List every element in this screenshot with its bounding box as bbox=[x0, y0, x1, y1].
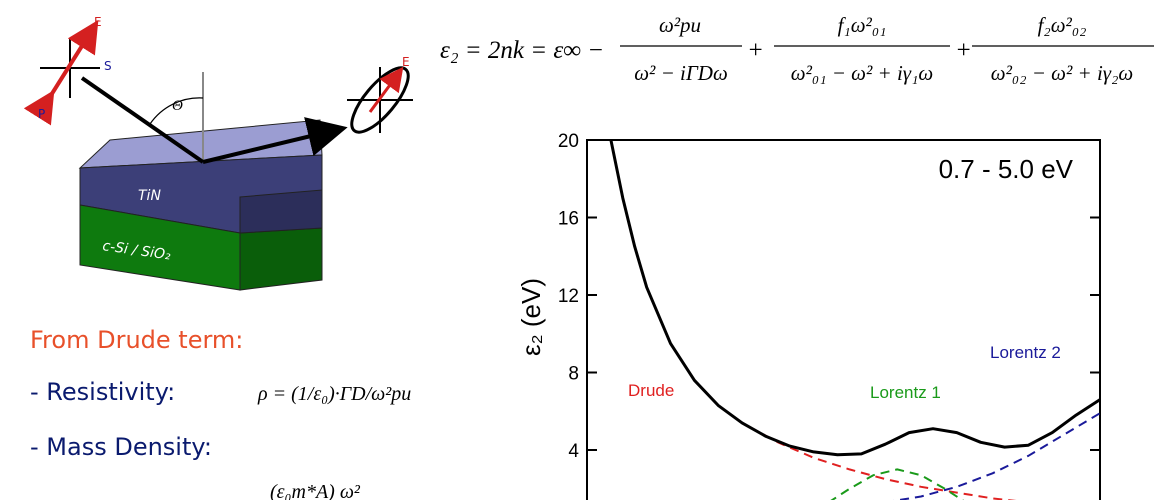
lorentz2-numerator: f₂ω²₀₂ bbox=[1038, 13, 1087, 37]
reflected-beam bbox=[202, 117, 348, 164]
mass-density-label: - Mass Density: bbox=[30, 433, 212, 461]
epsilon2-chart: ε₂ (eV) 4 8 12 16 20 0.7 - 5.0 eV Drude Lore… bbox=[516, 131, 1101, 500]
drude-numerator: ω²pu bbox=[659, 13, 701, 37]
p-label: P bbox=[38, 107, 45, 121]
series-line-drude bbox=[609, 140, 1017, 500]
lorentz2-series-label: Lorentz 2 bbox=[990, 343, 1061, 362]
si-layer-side bbox=[239, 227, 323, 291]
lorentz1-series-label: Lorentz 1 bbox=[870, 383, 941, 402]
y-tick-label: 16 bbox=[558, 209, 579, 230]
tin-label: TiN bbox=[138, 188, 161, 204]
resistivity-label: - Resistivity: bbox=[30, 378, 175, 406]
y-tick-label: 8 bbox=[568, 364, 579, 385]
plus-sign-1: + bbox=[747, 37, 764, 64]
plot-frame bbox=[586, 139, 1101, 500]
y-axis-ticks: 4 8 12 16 20 bbox=[558, 131, 1100, 462]
incident-e-label: E bbox=[94, 15, 102, 29]
lorentz1-denominator: ω²₀₁ − ω² + iγ₁ω bbox=[791, 61, 933, 85]
lorentz2-denominator: ω²₀₂ − ω² + iγ₂ω bbox=[991, 61, 1133, 85]
energy-range-annotation: 0.7 - 5.0 eV bbox=[939, 154, 1074, 184]
plus-sign-2: + bbox=[955, 37, 972, 64]
drude-denominator: ω² − iΓDω bbox=[634, 61, 728, 85]
s-label: S bbox=[104, 59, 112, 73]
polarization-ellipse bbox=[350, 66, 410, 134]
series-line-lorentz-2 bbox=[893, 412, 1100, 500]
lorentz1-numerator: f₁ω²₀₁ bbox=[838, 13, 887, 37]
drude-notes: From Drude term: - Resistivity: ρ = (1/ε… bbox=[30, 326, 411, 500]
reflected-e-label: E bbox=[402, 55, 410, 69]
ellipsometry-setup: E S P TiN c-Si / SiO₂ Θ E bbox=[23, 15, 413, 291]
resistivity-formula: ρ = (1/ε₀)·ΓD/ω²pu bbox=[257, 383, 411, 405]
y-axis-label: ε₂ (eV) bbox=[516, 278, 546, 356]
theta-label: Θ bbox=[172, 98, 183, 114]
dielectric-equation: ε₂ = 2nk = ε∞ − ω²pu ω² − iΓDω + f₁ω²₀₁ … bbox=[440, 13, 1154, 85]
y-tick-label: 20 bbox=[558, 131, 579, 152]
series-line-total bbox=[609, 140, 1100, 457]
incident-e-field-arrow bbox=[23, 19, 99, 126]
angle-arc bbox=[149, 97, 204, 125]
chart-series bbox=[609, 140, 1100, 500]
mass-density-formula: (ε₀m*A) ω² bbox=[270, 481, 361, 500]
y-tick-label: 12 bbox=[558, 286, 579, 307]
series-line-lorentz-1 bbox=[830, 468, 965, 500]
reflected-e-field-arrow bbox=[368, 66, 404, 113]
equation-lhs: ε₂ = 2nk = ε∞ − bbox=[440, 37, 604, 64]
notes-heading: From Drude term: bbox=[30, 326, 243, 354]
tin-layer-side bbox=[239, 189, 323, 234]
incident-beam bbox=[80, 76, 205, 164]
drude-series-label: Drude bbox=[628, 381, 674, 400]
y-tick-label: 4 bbox=[568, 441, 579, 462]
